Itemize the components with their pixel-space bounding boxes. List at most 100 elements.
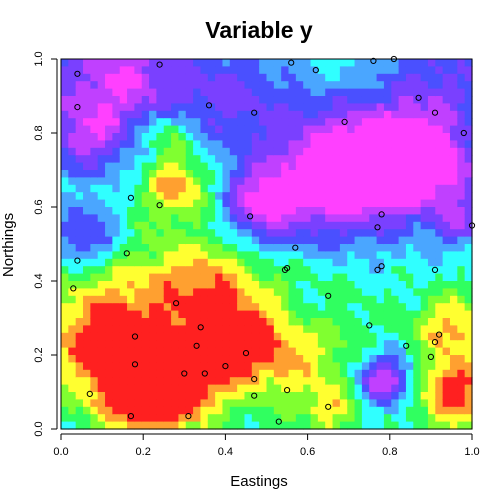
heatmap-cell [420,399,429,408]
heatmap-cell [215,140,224,149]
heatmap-cell [413,258,422,267]
heatmap-cell [112,184,121,193]
heatmap-cell [273,162,282,171]
heatmap-cell [361,199,370,208]
heatmap-cell [251,221,260,230]
heatmap-cell [178,244,187,252]
heatmap-cell [149,325,158,334]
heatmap-cell [376,295,385,304]
heatmap-cell [369,147,378,156]
heatmap-cell [398,66,407,75]
heatmap-cell [237,384,246,393]
heatmap-cell [127,318,135,326]
heatmap-cell [134,377,143,386]
heatmap-cell [420,147,429,156]
heatmap-cell [178,73,187,82]
heatmap-cell [383,221,392,230]
heatmap-cell [156,310,165,319]
heatmap-cell [347,214,356,223]
heatmap-cell [178,214,187,223]
heatmap-cell [303,81,312,90]
heatmap-cell [171,421,180,430]
heatmap-cell [310,332,319,341]
heatmap-cell [332,199,341,208]
heatmap-cell [383,103,392,112]
heatmap-cell [405,214,414,223]
heatmap-cell [68,229,77,238]
heatmap-cell [354,199,363,208]
heatmap-cell [200,229,209,238]
heatmap-cell [464,266,473,275]
heatmap-cell [435,221,444,230]
heatmap-cell [119,229,128,238]
heatmap-cell [325,310,334,319]
heatmap-cell [163,140,172,149]
heatmap-cell [156,399,165,408]
heatmap-cell [427,251,436,260]
heatmap-cell [376,88,385,97]
heatmap-cell [112,81,121,90]
heatmap-cell [244,140,253,149]
heatmap-cell [156,332,165,341]
heatmap-cell [273,125,282,134]
heatmap-cell [361,236,370,245]
heatmap-cell [251,251,260,260]
sample-point [281,266,289,273]
heatmap-cell [376,318,385,326]
heatmap-cell [244,392,253,400]
sample-points [70,55,476,425]
heatmap-cell [141,221,150,230]
heatmap-cell [281,325,290,334]
heatmap-cell [273,281,282,289]
heatmap-cell [288,384,297,393]
heatmap-cell [127,406,135,415]
heatmap-cell [413,251,422,260]
heatmap-cell [405,258,414,267]
heatmap-cell [222,96,231,104]
heatmap-cell [75,332,84,341]
heatmap-cell [442,73,451,82]
heatmap-cell [141,362,150,371]
heatmap-cell [90,303,99,312]
heatmap-cell [442,332,451,341]
heatmap-cell [178,281,187,289]
heatmap-cell [391,325,400,334]
heatmap-cell [127,133,135,141]
heatmap-cell [427,303,436,312]
heatmap-cell [281,251,290,260]
heatmap-cell [163,110,172,119]
heatmap-cell [134,59,143,67]
heatmap-cell [244,103,253,112]
heatmap-cell [61,303,69,312]
heatmap-cell [105,229,113,238]
heatmap-cell [435,273,444,282]
heatmap-cell [464,355,473,363]
heatmap-cell [398,214,407,223]
heatmap-cell [449,184,458,193]
heatmap-cell [295,147,304,156]
sample-point [201,370,208,377]
heatmap-cell [273,369,282,378]
heatmap-cell [413,155,422,164]
heatmap-cell [295,303,304,312]
heatmap-cell [127,192,135,201]
heatmap-cell [119,140,128,149]
heatmap-cell [259,244,268,252]
heatmap-cell [127,229,135,238]
heatmap-cell [149,147,158,156]
heatmap-cell [295,236,304,245]
sample-point [74,257,81,264]
heatmap-cell [229,125,238,134]
heatmap-cell [156,96,165,104]
heatmap-cell [442,384,451,393]
heatmap-cell [383,421,392,430]
heatmap-cell [442,340,451,349]
heatmap-cell [171,229,180,238]
heatmap-cell [105,125,113,134]
heatmap-cell [237,318,246,326]
heatmap-cell [376,147,385,156]
heatmap-cell [310,392,319,400]
heatmap-cell [413,73,422,82]
heatmap-cell [200,59,209,67]
heatmap-cell [354,236,363,245]
